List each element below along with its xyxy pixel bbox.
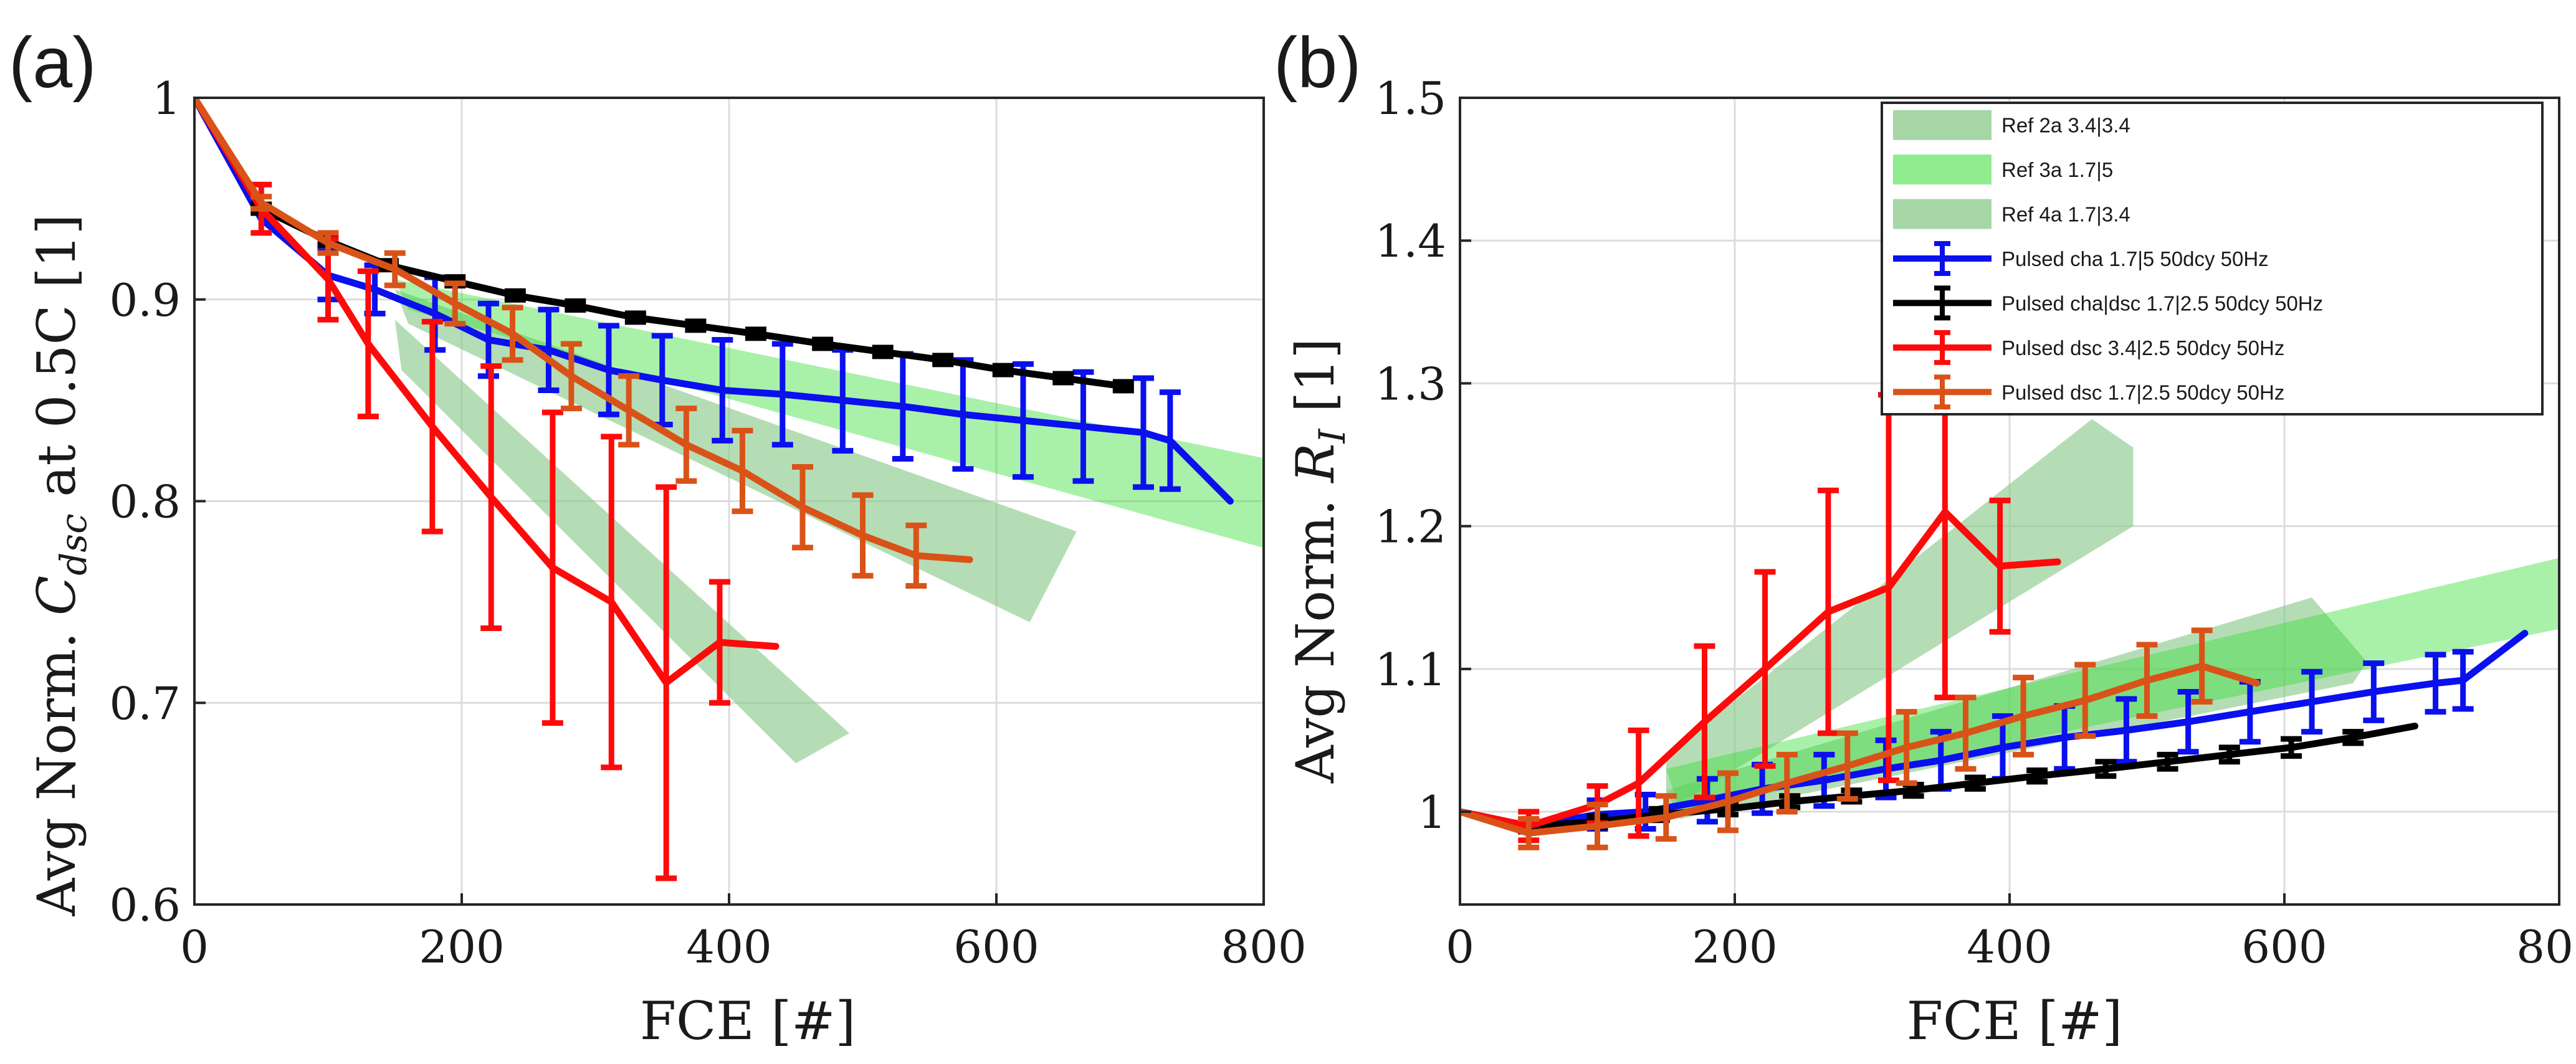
error-cap-block <box>1112 379 1134 394</box>
error-cap-block <box>812 336 834 351</box>
legend-label: Pulsed dsc 3.4|2.5 50dcy 50Hz <box>2001 336 2284 359</box>
series-3 <box>194 98 780 881</box>
y-title-subscript: dsc <box>52 513 95 575</box>
legend-entry: Pulsed dsc 1.7|2.5 50dcy 50Hz <box>1893 374 2284 410</box>
y-tick-label: 1.3 <box>1375 358 1446 410</box>
legend-entry: Pulsed cha|dsc 1.7|2.5 50dcy 50Hz <box>1893 285 2323 321</box>
panel-b-label: (b) <box>1274 23 1362 103</box>
y-title-prefix: Avg Norm. <box>1285 483 1346 784</box>
error-cap-block <box>1052 371 1074 386</box>
error-cap-block <box>565 298 586 313</box>
reference-band-3 <box>394 279 1264 548</box>
series-4 <box>1460 627 2261 850</box>
error-cap-block <box>872 344 894 359</box>
legend-entry: Ref 2a 3.4|3.4 <box>1893 110 2130 140</box>
legend: Ref 2a 3.4|3.4 Ref 3a 1.7|5 Ref 4a 1.7|3.4… <box>1881 102 2544 416</box>
panel-a: (a) 0 200 400 600 800 0.6 0.7 0.8 0.9 1 FCE [#] A… <box>9 23 1307 1052</box>
y-tick-label: 1.2 <box>1375 501 1446 553</box>
data-layer <box>194 98 1264 881</box>
legend-label: Pulsed cha|dsc 1.7|2.5 50dcy 50Hz <box>2001 292 2323 315</box>
y-tick-label: 1.5 <box>1375 72 1446 125</box>
x-tick-label: 0 <box>180 921 209 973</box>
series-3 <box>1460 323 2061 843</box>
y-tick-label: 1.4 <box>1375 215 1446 267</box>
y-tick-label: 0.8 <box>109 476 181 528</box>
series-line <box>1460 722 2418 830</box>
reference-band-1 <box>1666 419 2134 812</box>
y-title-variable: C <box>26 576 87 615</box>
x-tick-label: 200 <box>1692 921 1777 973</box>
x-tick-label: 800 <box>2516 921 2576 973</box>
error-cap-block <box>504 288 526 303</box>
panel-b: (b) 0 200 400 600 800 1 1.1 1.2 1.3 1.4 1.5 Ref 2a … <box>1274 23 2576 1052</box>
legend-label: Ref 2a 3.4|3.4 <box>2001 114 2130 137</box>
legend-entry: Pulsed dsc 3.4|2.5 50dcy 50Hz <box>1893 330 2284 365</box>
legend-swatch <box>1893 154 1992 185</box>
panel-a-y-axis-title: Avg Norm. Cdsc at 0.5C [1] <box>26 214 95 917</box>
y-title-subscript: I <box>1311 428 1353 444</box>
legend-label: Ref 3a 1.7|5 <box>2001 158 2113 181</box>
error-cap-block <box>745 326 766 341</box>
series-1 <box>194 98 1234 505</box>
error-cap-block <box>685 318 707 333</box>
x-tick-label: 0 <box>1446 921 1474 973</box>
series-4 <box>194 98 973 589</box>
y-title-suffix: at 0.5C [1] <box>26 214 87 514</box>
y-tick-label: 1 <box>152 72 181 125</box>
legend-entry: Ref 3a 1.7|5 <box>1893 154 2113 185</box>
error-cap-block <box>624 310 646 325</box>
x-tick-label: 800 <box>1221 921 1306 973</box>
panel-a-x-axis-title: FCE [#] <box>640 990 856 1052</box>
y-title-variable: R <box>1285 443 1346 483</box>
legend-entry: Ref 4a 1.7|3.4 <box>1893 199 2130 229</box>
x-tick-label: 600 <box>953 921 1039 973</box>
y-tick-label: 0.9 <box>109 274 181 326</box>
panel-a-label: (a) <box>9 23 97 103</box>
legend-swatch <box>1893 110 1992 140</box>
panel-b-x-axis-title: FCE [#] <box>1907 990 2123 1052</box>
panel-a-plot: 0 200 400 600 800 0.6 0.7 0.8 0.9 1 <box>109 72 1306 973</box>
y-tick-label: 0.7 <box>109 677 181 729</box>
x-tick-label: 200 <box>419 921 504 973</box>
panel-b-plot: 0 200 400 600 800 1 1.1 1.2 1.3 1.4 1.5 Ref 2a 3.4|… <box>1375 72 2576 973</box>
reference-band-2 <box>1666 597 2367 819</box>
reference-band-1 <box>394 320 850 764</box>
legend-entry: Pulsed cha 1.7|5 50dcy 50Hz <box>1893 241 2269 276</box>
data-layer <box>1460 323 2559 850</box>
y-tick-label: 0.6 <box>109 879 181 931</box>
panel-b-y-axis-title: Avg Norm. RI [1] <box>1285 338 1353 784</box>
y-title-suffix: [1] <box>1285 338 1346 429</box>
error-cap-block <box>992 363 1014 378</box>
legend-swatch <box>1893 199 1992 229</box>
y-tick-label: 1.1 <box>1375 644 1446 696</box>
legend-label: Pulsed cha 1.7|5 50dcy 50Hz <box>2001 247 2269 270</box>
x-tick-label: 600 <box>2241 921 2327 973</box>
y-title-prefix: Avg Norm. <box>26 615 87 916</box>
x-tick-label: 400 <box>686 921 771 973</box>
legend-box <box>1881 102 2544 416</box>
x-tick-label: 400 <box>1967 921 2052 973</box>
error-cap-block <box>932 353 954 368</box>
legend-label: Pulsed dsc 1.7|2.5 50dcy 50Hz <box>2001 381 2284 404</box>
series-line <box>1460 662 2261 837</box>
legend-label: Ref 4a 1.7|3.4 <box>2001 203 2130 226</box>
y-tick-label: 1 <box>1418 786 1446 838</box>
series-line <box>194 98 973 563</box>
